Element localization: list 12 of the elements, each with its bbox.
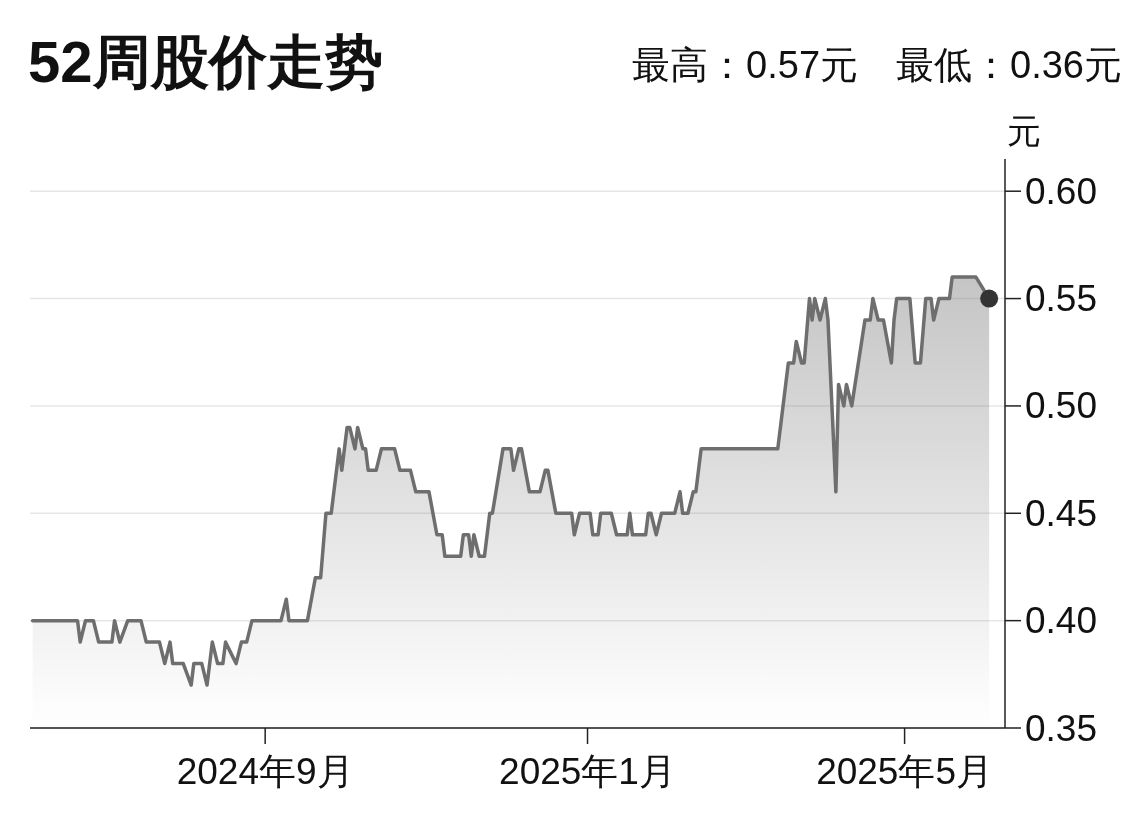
chart-title: 52周股价走势	[28, 29, 383, 94]
x-tick-label: 2024年9月	[176, 751, 354, 792]
y-tick-label: 0.40	[1025, 600, 1098, 642]
y-tick-label: 0.55	[1025, 278, 1098, 320]
x-tick-label: 2025年5月	[816, 751, 994, 792]
y-tick-label: 0.50	[1025, 385, 1098, 427]
y-tick-label: 0.45	[1025, 492, 1098, 534]
x-tick-label: 2025年1月	[499, 751, 676, 792]
y-tick-label: 0.60	[1025, 170, 1098, 212]
y-axis-title: 元	[1007, 112, 1041, 150]
y-tick-label: 0.35	[1025, 707, 1098, 749]
chart-subtitle: 最高：0.57元 最低：0.36元	[632, 44, 1122, 86]
